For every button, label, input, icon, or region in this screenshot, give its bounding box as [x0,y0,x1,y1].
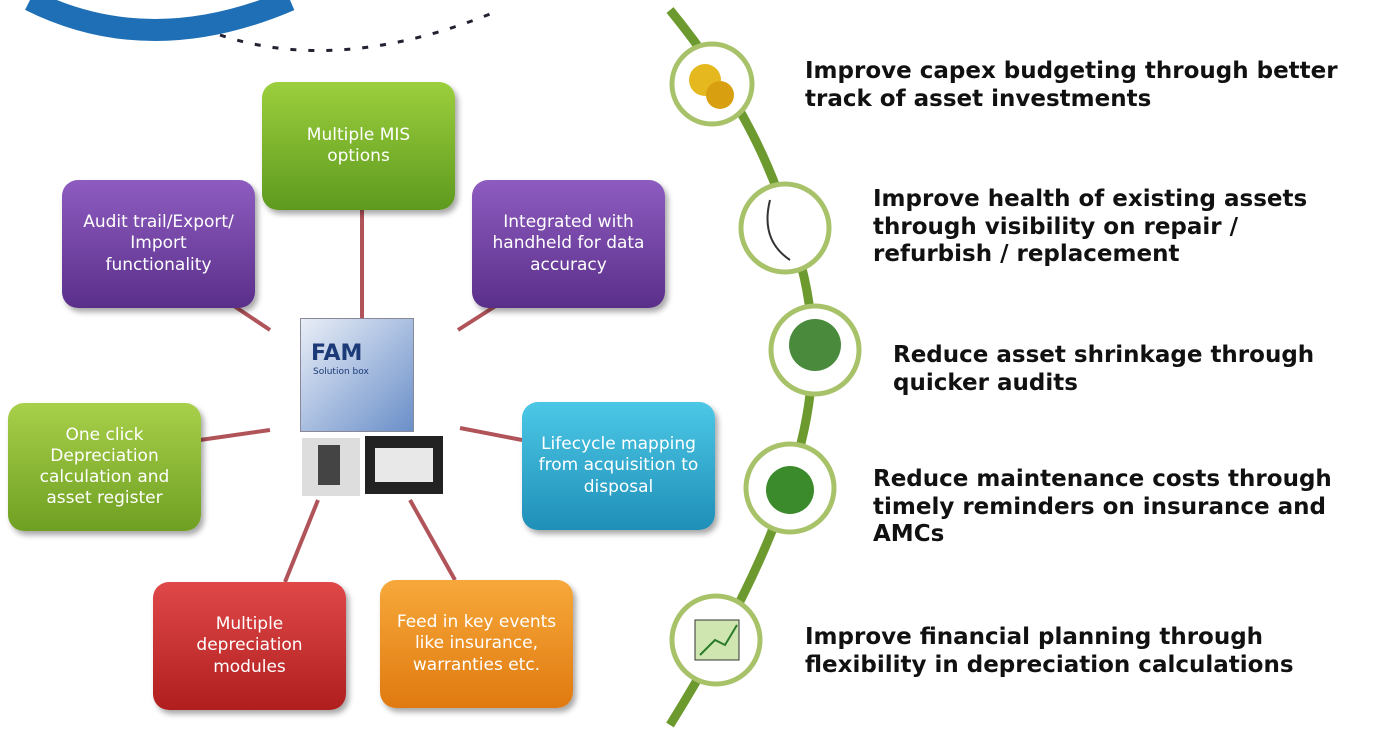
feature-box: Lifecycle mapping from acquisition to di… [522,402,715,530]
feature-box: Multiple MIS options [262,82,455,210]
fam-subtitle: Solution box [313,367,369,377]
page: Multiple MIS options Integrated with han… [0,0,1380,729]
fam-title: FAM [311,341,362,366]
feature-box: One click Depreciation calculation and a… [8,403,201,531]
fam-box: FAM Solution box [300,318,414,432]
benefit: Reduce maintenance costs through timely … [873,466,1363,549]
feature-box: Feed in key events like insurance, warra… [380,580,573,708]
benefit: Improve health of existing assets throug… [873,186,1353,269]
feature-box: Audit trail/Export/ Import functionality [62,180,255,308]
blue-arc [30,0,290,30]
devices [302,436,443,496]
benefit: Reduce asset shrinkage through quicker a… [893,342,1343,397]
feature-box: Multiple depreciation modules [153,582,346,710]
benefit: Improve capex budgeting through better t… [805,58,1365,113]
benefit: Improve financial planning through flexi… [805,624,1365,679]
feature-box: Integrated with handheld for data accura… [472,180,665,308]
